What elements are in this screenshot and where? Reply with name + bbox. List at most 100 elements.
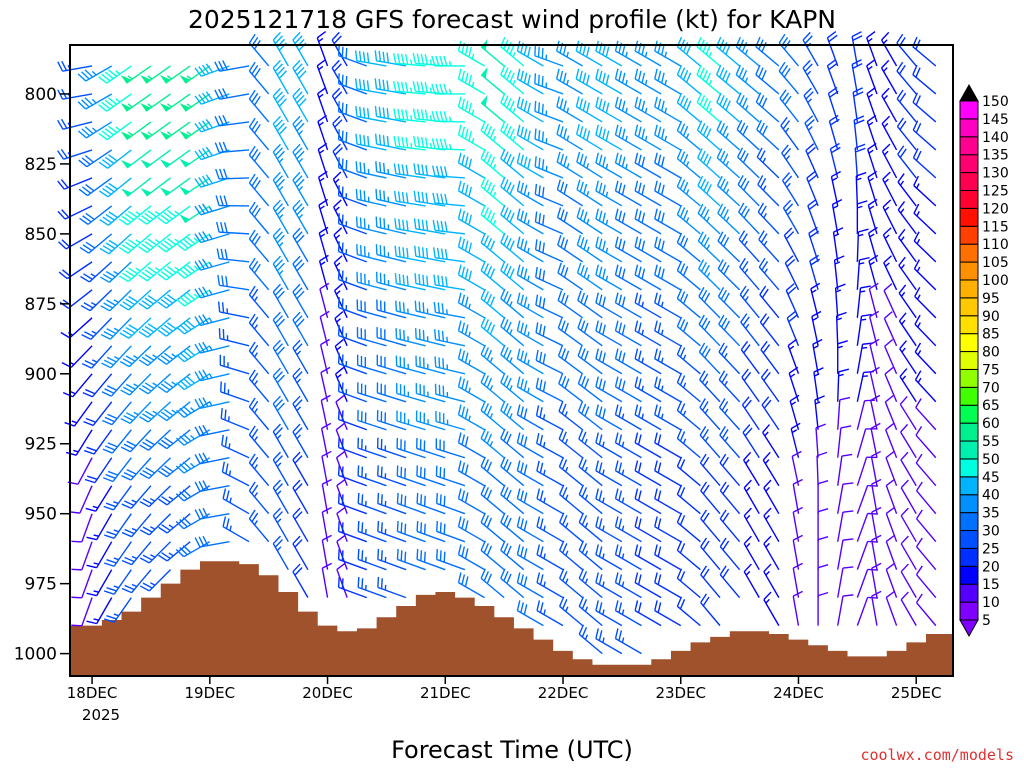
barb-half <box>174 266 180 271</box>
wind-barb <box>737 147 760 179</box>
barb-half <box>186 75 192 80</box>
barb-staff <box>698 295 721 319</box>
barb-full <box>840 425 852 429</box>
barb-full <box>83 302 94 309</box>
barb-staff <box>127 233 152 254</box>
barb-staff <box>199 429 230 437</box>
barb-full <box>337 576 340 588</box>
wind-barb <box>676 204 701 235</box>
wind-barb <box>248 341 270 375</box>
barb-full <box>331 31 340 41</box>
barb-full <box>700 262 708 272</box>
colorbar-bin <box>959 118 979 138</box>
barb-full <box>437 302 441 314</box>
barb-full <box>661 156 665 168</box>
colorbar-bin <box>959 261 979 281</box>
barb-full <box>503 95 509 106</box>
barb-full <box>248 61 256 72</box>
barb-full <box>898 284 907 294</box>
barb-full <box>702 428 709 439</box>
wind-barb <box>559 484 584 515</box>
wind-barb <box>900 451 917 487</box>
barb-staff <box>219 121 250 127</box>
barb-full <box>866 86 876 95</box>
barb-staff <box>415 310 446 319</box>
barb-full <box>393 135 397 147</box>
wind-barb <box>559 512 584 543</box>
barb-full <box>720 206 727 217</box>
barb-staff <box>62 93 93 100</box>
barb-staff <box>914 323 937 347</box>
barb-full <box>436 247 440 259</box>
wind-barb <box>292 339 309 375</box>
barb-staff <box>148 457 172 479</box>
barb-half <box>174 238 180 243</box>
wind-barb <box>614 292 642 319</box>
barb-full <box>759 285 767 296</box>
barb-full <box>704 348 711 359</box>
barb-full <box>562 44 567 56</box>
barb-full <box>142 469 153 477</box>
colorbar-bin <box>959 530 979 549</box>
barb-staff <box>615 162 642 179</box>
barb-staff <box>717 240 741 263</box>
barb-full <box>867 170 878 178</box>
barb-half <box>661 385 664 391</box>
barb-full <box>480 176 486 187</box>
barb-full <box>141 385 152 392</box>
barb-staff <box>676 242 701 263</box>
barb-full <box>828 62 838 71</box>
barb-full <box>124 528 135 535</box>
barb-full <box>516 488 521 499</box>
barb-full <box>641 156 646 168</box>
barb-full <box>720 317 728 328</box>
barb-full <box>104 388 115 394</box>
barb-staff <box>248 406 270 431</box>
barb-full <box>278 98 287 107</box>
wind-barb <box>577 401 603 431</box>
wind-barb <box>760 340 780 375</box>
barb-full <box>121 215 132 223</box>
barb-staff <box>578 466 603 487</box>
barb-half <box>113 327 120 332</box>
wind-barb <box>138 233 171 254</box>
wind-barb <box>759 313 780 347</box>
barb-full <box>676 176 683 187</box>
barb-full <box>503 123 509 134</box>
barb-staff <box>148 541 172 564</box>
barb-full <box>595 236 599 248</box>
barb-staff <box>634 554 662 571</box>
barb-full <box>506 237 512 248</box>
barb-full <box>402 302 405 313</box>
barb-half <box>253 296 258 302</box>
wind-barb <box>194 480 230 492</box>
barb-staff <box>292 403 309 431</box>
barb-full <box>702 596 710 607</box>
barb-full <box>542 242 545 254</box>
barb-full <box>457 516 462 527</box>
barb-full <box>885 534 896 543</box>
wind-barb <box>292 367 309 403</box>
barb-full <box>756 119 762 130</box>
wind-barb <box>457 404 485 431</box>
colorbar-bin <box>959 243 979 263</box>
barb-half <box>335 206 340 212</box>
barb-staff <box>292 571 309 598</box>
barb-staff <box>557 299 584 319</box>
barb-staff <box>634 218 662 235</box>
wind-barb <box>480 344 505 375</box>
barb-staff <box>201 93 230 105</box>
barb-full <box>272 395 281 405</box>
barb-staff <box>615 190 642 207</box>
barb-full <box>461 574 466 585</box>
barb-staff <box>676 493 701 515</box>
barb-staff <box>500 381 525 403</box>
barb-full <box>404 523 407 535</box>
barb-full <box>77 101 87 110</box>
barb-full <box>618 294 623 305</box>
wind-barb <box>856 285 871 318</box>
barb-full <box>164 409 174 417</box>
barb-full <box>534 183 538 195</box>
barb-full <box>163 324 174 332</box>
barb-staff <box>356 115 387 123</box>
